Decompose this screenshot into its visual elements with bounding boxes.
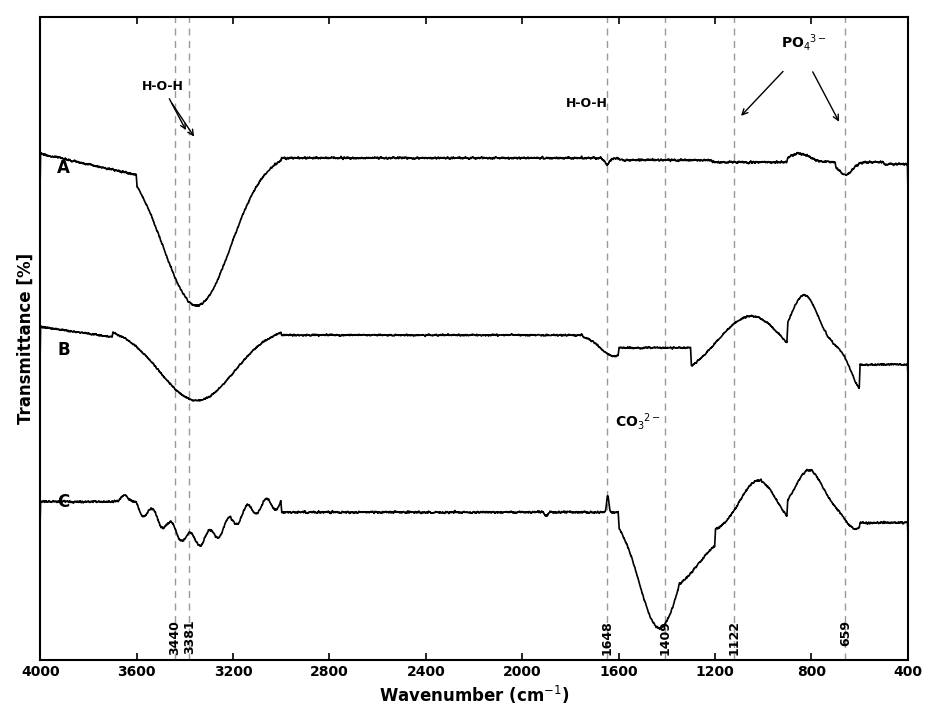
Text: 1122: 1122: [728, 620, 740, 655]
Text: A: A: [57, 160, 70, 177]
Text: PO$_4$$^{3-}$: PO$_4$$^{3-}$: [781, 32, 827, 53]
Text: H-O-H: H-O-H: [142, 80, 185, 129]
Text: 659: 659: [839, 620, 852, 646]
Text: C: C: [57, 492, 69, 510]
Text: CO$_3$$^{2-}$: CO$_3$$^{2-}$: [615, 411, 661, 432]
Text: 3381: 3381: [183, 620, 196, 654]
Y-axis label: Transmittance [%]: Transmittance [%]: [17, 252, 35, 424]
Text: 1648: 1648: [601, 620, 613, 654]
X-axis label: Wavenumber (cm$^{-1}$): Wavenumber (cm$^{-1}$): [378, 684, 569, 706]
Text: 3440: 3440: [169, 620, 181, 654]
Text: B: B: [57, 341, 69, 359]
Text: H-O-H: H-O-H: [566, 98, 608, 111]
Text: 1409: 1409: [658, 620, 671, 654]
